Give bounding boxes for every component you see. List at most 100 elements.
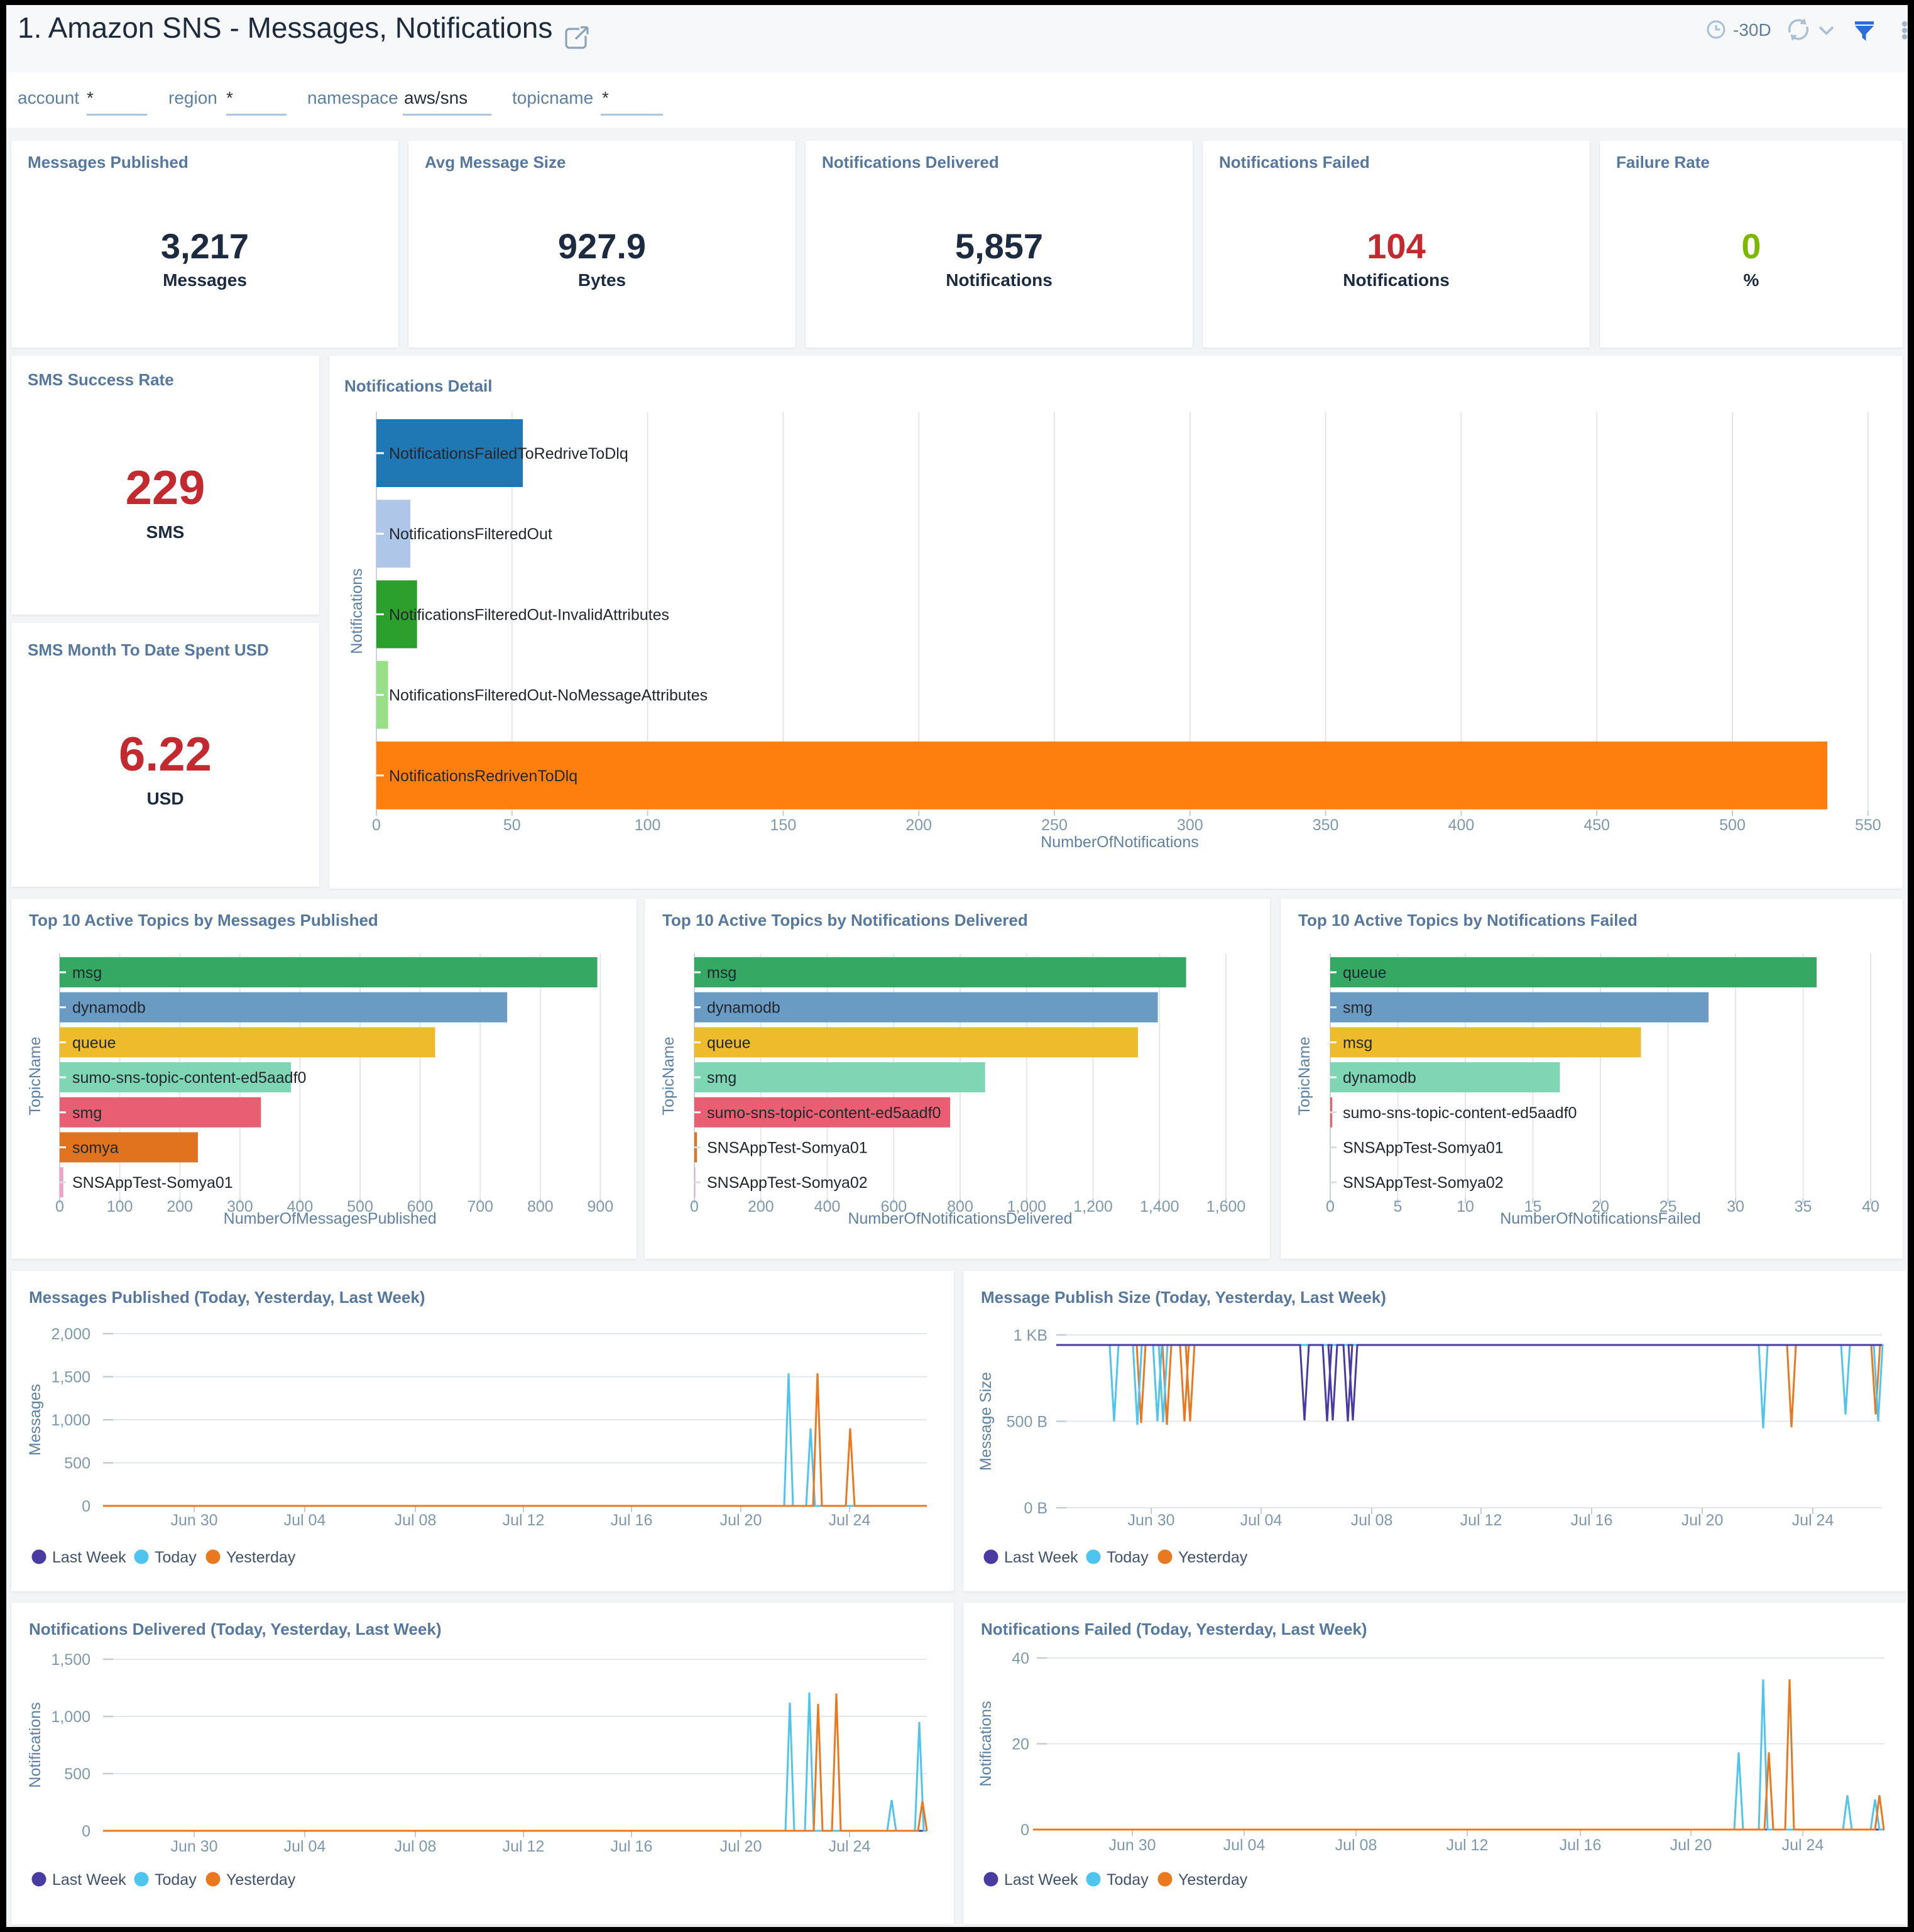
svg-text:300: 300 (227, 1198, 253, 1216)
svg-text:30: 30 (1727, 1198, 1744, 1216)
svg-text:Jul 16: Jul 16 (611, 1512, 653, 1529)
svg-text:dynamodb: dynamodb (1343, 1069, 1416, 1087)
svg-text:550: 550 (1855, 816, 1881, 834)
svg-text:Jul 20: Jul 20 (720, 1512, 762, 1529)
svg-text:Jul 24: Jul 24 (829, 1512, 871, 1529)
svg-text:dynamodb: dynamodb (72, 999, 146, 1017)
svg-text:0: 0 (1326, 1198, 1335, 1216)
svg-text:somya: somya (72, 1139, 119, 1157)
svg-text:SNSAppTest-Somya01: SNSAppTest-Somya01 (1343, 1139, 1504, 1157)
svg-text:Jul 04: Jul 04 (1223, 1836, 1266, 1854)
svg-text:Jul 20: Jul 20 (1670, 1836, 1712, 1854)
svg-text:Notifications: Notifications (348, 568, 366, 654)
svg-text:TopicName: TopicName (26, 1036, 44, 1115)
svg-text:35: 35 (1795, 1198, 1812, 1216)
svg-text:0: 0 (82, 1498, 90, 1515)
svg-text:Jul 04: Jul 04 (284, 1512, 326, 1529)
svg-text:0: 0 (1020, 1821, 1029, 1839)
svg-text:Today: Today (155, 1549, 197, 1566)
svg-text:NumberOfMessagesPublished: NumberOfMessagesPublished (224, 1210, 437, 1227)
svg-text:Jul 04: Jul 04 (1240, 1512, 1282, 1529)
svg-text:queue: queue (1343, 964, 1387, 982)
svg-text:SNSAppTest-Somya01: SNSAppTest-Somya01 (707, 1139, 868, 1157)
svg-text:msg: msg (1343, 1034, 1372, 1051)
svg-text:Message Size: Message Size (977, 1372, 995, 1471)
svg-text:1,000: 1,000 (51, 1412, 90, 1429)
svg-text:0: 0 (55, 1198, 64, 1216)
svg-text:Today: Today (1107, 1549, 1149, 1566)
svg-text:Jul 24: Jul 24 (829, 1838, 871, 1855)
svg-text:NumberOfNotificationsFailed: NumberOfNotificationsFailed (1500, 1210, 1701, 1227)
svg-text:20: 20 (1012, 1736, 1029, 1754)
svg-text:500: 500 (64, 1455, 90, 1473)
svg-text:500: 500 (64, 1765, 90, 1783)
svg-text:msg: msg (72, 964, 102, 982)
svg-text:50: 50 (503, 816, 521, 834)
svg-text:500 B: 500 B (1007, 1413, 1047, 1431)
svg-text:NotificationsFilteredOut-Inval: NotificationsFilteredOut-InvalidAttribut… (389, 606, 669, 623)
svg-text:Jul 04: Jul 04 (284, 1838, 326, 1855)
svg-text:800: 800 (527, 1198, 554, 1216)
svg-text:Jul 12: Jul 12 (503, 1838, 545, 1855)
svg-text:NumberOfNotifications: NumberOfNotifications (1041, 833, 1198, 851)
svg-text:Today: Today (1107, 1871, 1149, 1889)
svg-text:Yesterday: Yesterday (226, 1871, 296, 1889)
svg-text:1,200: 1,200 (1073, 1198, 1113, 1216)
svg-text:200: 200 (905, 816, 932, 834)
svg-text:Last Week: Last Week (1004, 1549, 1078, 1566)
svg-text:1 KB: 1 KB (1014, 1327, 1047, 1344)
svg-text:Yesterday: Yesterday (1178, 1549, 1248, 1566)
svg-text:450: 450 (1583, 816, 1610, 834)
svg-text:NotificationsFailedToRedriveTo: NotificationsFailedToRedriveToDlq (389, 445, 628, 463)
svg-text:600: 600 (407, 1198, 434, 1216)
svg-text:2,000: 2,000 (51, 1326, 90, 1343)
svg-text:Messages: Messages (26, 1384, 44, 1456)
svg-text:Jul 20: Jul 20 (1682, 1512, 1724, 1529)
svg-text:0: 0 (82, 1823, 90, 1840)
svg-text:NotificationsRedrivenToDlq: NotificationsRedrivenToDlq (389, 767, 577, 785)
svg-text:100: 100 (107, 1198, 133, 1216)
svg-text:Jul 08: Jul 08 (1351, 1512, 1393, 1529)
svg-text:Jul 08: Jul 08 (395, 1838, 437, 1855)
svg-text:Jul 16: Jul 16 (1571, 1512, 1613, 1529)
svg-text:NotificationsFilteredOut: NotificationsFilteredOut (389, 525, 552, 543)
svg-text:Jun 30: Jun 30 (170, 1512, 217, 1529)
svg-text:Jun 30: Jun 30 (1127, 1512, 1174, 1529)
svg-text:700: 700 (467, 1198, 493, 1216)
svg-text:Jul 20: Jul 20 (720, 1838, 762, 1855)
svg-text:900: 900 (588, 1198, 614, 1216)
svg-text:smg: smg (1343, 999, 1372, 1017)
svg-text:Jul 16: Jul 16 (1560, 1836, 1602, 1854)
svg-text:400: 400 (287, 1198, 314, 1216)
svg-text:sumo-sns-topic-content-ed5aadf: sumo-sns-topic-content-ed5aadf0 (72, 1069, 306, 1087)
svg-text:350: 350 (1313, 816, 1339, 834)
svg-text:Jul 24: Jul 24 (1782, 1836, 1824, 1854)
svg-text:1,600: 1,600 (1206, 1198, 1246, 1216)
svg-text:Jul 08: Jul 08 (1335, 1836, 1377, 1854)
svg-text:1,500: 1,500 (51, 1651, 90, 1669)
svg-text:TopicName: TopicName (1296, 1036, 1313, 1115)
svg-text:Last Week: Last Week (52, 1549, 126, 1566)
svg-text:10: 10 (1457, 1198, 1474, 1216)
svg-text:1,500: 1,500 (51, 1369, 90, 1386)
svg-text:-30D: -30D (1733, 20, 1771, 40)
svg-text:TopicName: TopicName (660, 1036, 677, 1115)
svg-text:NumberOfNotificationsDelivered: NumberOfNotificationsDelivered (848, 1210, 1072, 1227)
svg-text:15: 15 (1524, 1198, 1542, 1216)
svg-text:smg: smg (72, 1104, 102, 1122)
svg-text:SNSAppTest-Somya02: SNSAppTest-Somya02 (1343, 1174, 1504, 1192)
svg-text:20: 20 (1592, 1198, 1609, 1216)
svg-text:500: 500 (1719, 816, 1746, 834)
svg-text:msg: msg (707, 964, 736, 982)
svg-text:Jun 30: Jun 30 (1108, 1836, 1156, 1854)
svg-text:SNSAppTest-Somya02: SNSAppTest-Somya02 (707, 1174, 868, 1192)
svg-text:40: 40 (1012, 1650, 1029, 1667)
svg-text:Jul 24: Jul 24 (1792, 1512, 1834, 1529)
svg-text:Jul 16: Jul 16 (611, 1838, 653, 1855)
svg-text:smg: smg (707, 1069, 736, 1087)
svg-text:200: 200 (167, 1198, 193, 1216)
svg-text:600: 600 (880, 1198, 907, 1216)
svg-text:sumo-sns-topic-content-ed5aadf: sumo-sns-topic-content-ed5aadf0 (1343, 1104, 1577, 1122)
svg-text:Notifications: Notifications (26, 1702, 44, 1787)
svg-text:Today: Today (155, 1871, 197, 1889)
